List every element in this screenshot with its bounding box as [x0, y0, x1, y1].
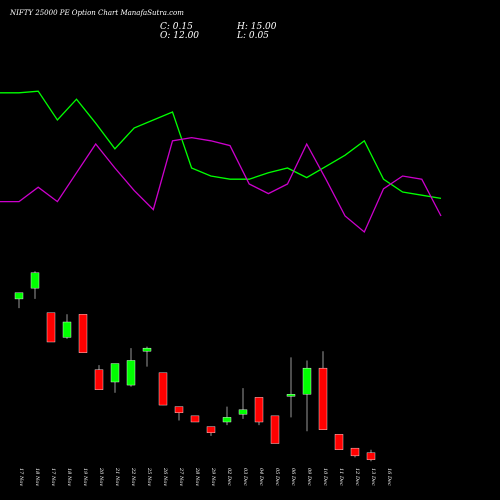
candle-down	[254, 397, 264, 423]
x-tick-label: 16 Dec	[386, 468, 392, 486]
x-tick-label: 27 Nov	[178, 467, 184, 486]
candle-down	[350, 447, 360, 457]
candle-down	[366, 452, 376, 460]
x-tick-label: 05 Dec	[274, 468, 280, 486]
high-value: H: 15.00	[236, 22, 277, 32]
x-tick-label: 09 Dec	[306, 468, 312, 486]
candle-down	[206, 426, 216, 433]
x-tick-label: 11 Dec	[338, 468, 344, 486]
candle-up	[110, 363, 120, 383]
chart-title: NIFTY 25000 PE Option Chart ManafaSutra.…	[9, 9, 184, 17]
candle-down	[174, 406, 184, 413]
candle-down	[270, 415, 280, 444]
candle-up	[222, 417, 232, 423]
x-tick-label: 13 Dec	[370, 468, 376, 486]
candle-down	[46, 312, 56, 343]
candle-down	[94, 369, 104, 390]
x-tick-label: 18 Nov	[66, 468, 72, 486]
close-value: C: 0.15	[160, 22, 193, 32]
candle-up	[286, 394, 296, 397]
x-tick-label: 10 Dec	[322, 468, 328, 486]
candle-down	[158, 372, 168, 406]
candle-up	[14, 292, 24, 300]
indicator-lines	[0, 90, 442, 234]
x-tick-label: 18 Nov	[34, 468, 40, 486]
candle-up	[302, 367, 312, 395]
x-tick-label: 26 Nov	[162, 467, 168, 486]
candle-up	[62, 321, 72, 338]
indicator-line-1	[0, 90, 442, 200]
x-tick-label: 22 Nov	[130, 467, 136, 486]
open-value: O: 12.00	[160, 31, 199, 41]
x-tick-label: 29 Nov	[210, 467, 216, 486]
x-tick-label: 17 Nov	[50, 468, 56, 486]
x-axis-labels: 17 Nov 18 Nov 17 Nov 18 Nov 19 Nov 20 Nov 21 N…	[18, 467, 392, 486]
x-tick-label: 25 Nov	[146, 467, 152, 486]
x-tick-label: 03 Dec	[242, 468, 248, 486]
x-tick-label: 17 Nov	[18, 468, 24, 486]
low-value: L: 0.05	[236, 31, 269, 41]
x-tick-label: 12 Dec	[354, 468, 360, 486]
x-tick-label: 19 Nov	[82, 468, 88, 486]
candle-down	[318, 367, 328, 430]
candle-up	[142, 347, 152, 352]
candle-down	[78, 314, 88, 353]
candle-up	[30, 272, 40, 289]
x-tick-label: 04 Dec	[258, 468, 264, 486]
x-tick-label: 06 Dec	[290, 468, 296, 486]
candle-down	[190, 415, 200, 423]
candle-up	[238, 409, 248, 415]
x-tick-label: 21 Nov	[114, 467, 120, 486]
indicator-line-2	[0, 136, 442, 234]
candlesticks	[14, 271, 376, 462]
x-tick-label: 28 Nov	[194, 467, 200, 486]
candle-down	[334, 434, 344, 450]
x-tick-label: 20 Nov	[98, 467, 104, 486]
x-tick-label: 02 Dec	[226, 468, 232, 486]
candle-up	[126, 360, 136, 386]
